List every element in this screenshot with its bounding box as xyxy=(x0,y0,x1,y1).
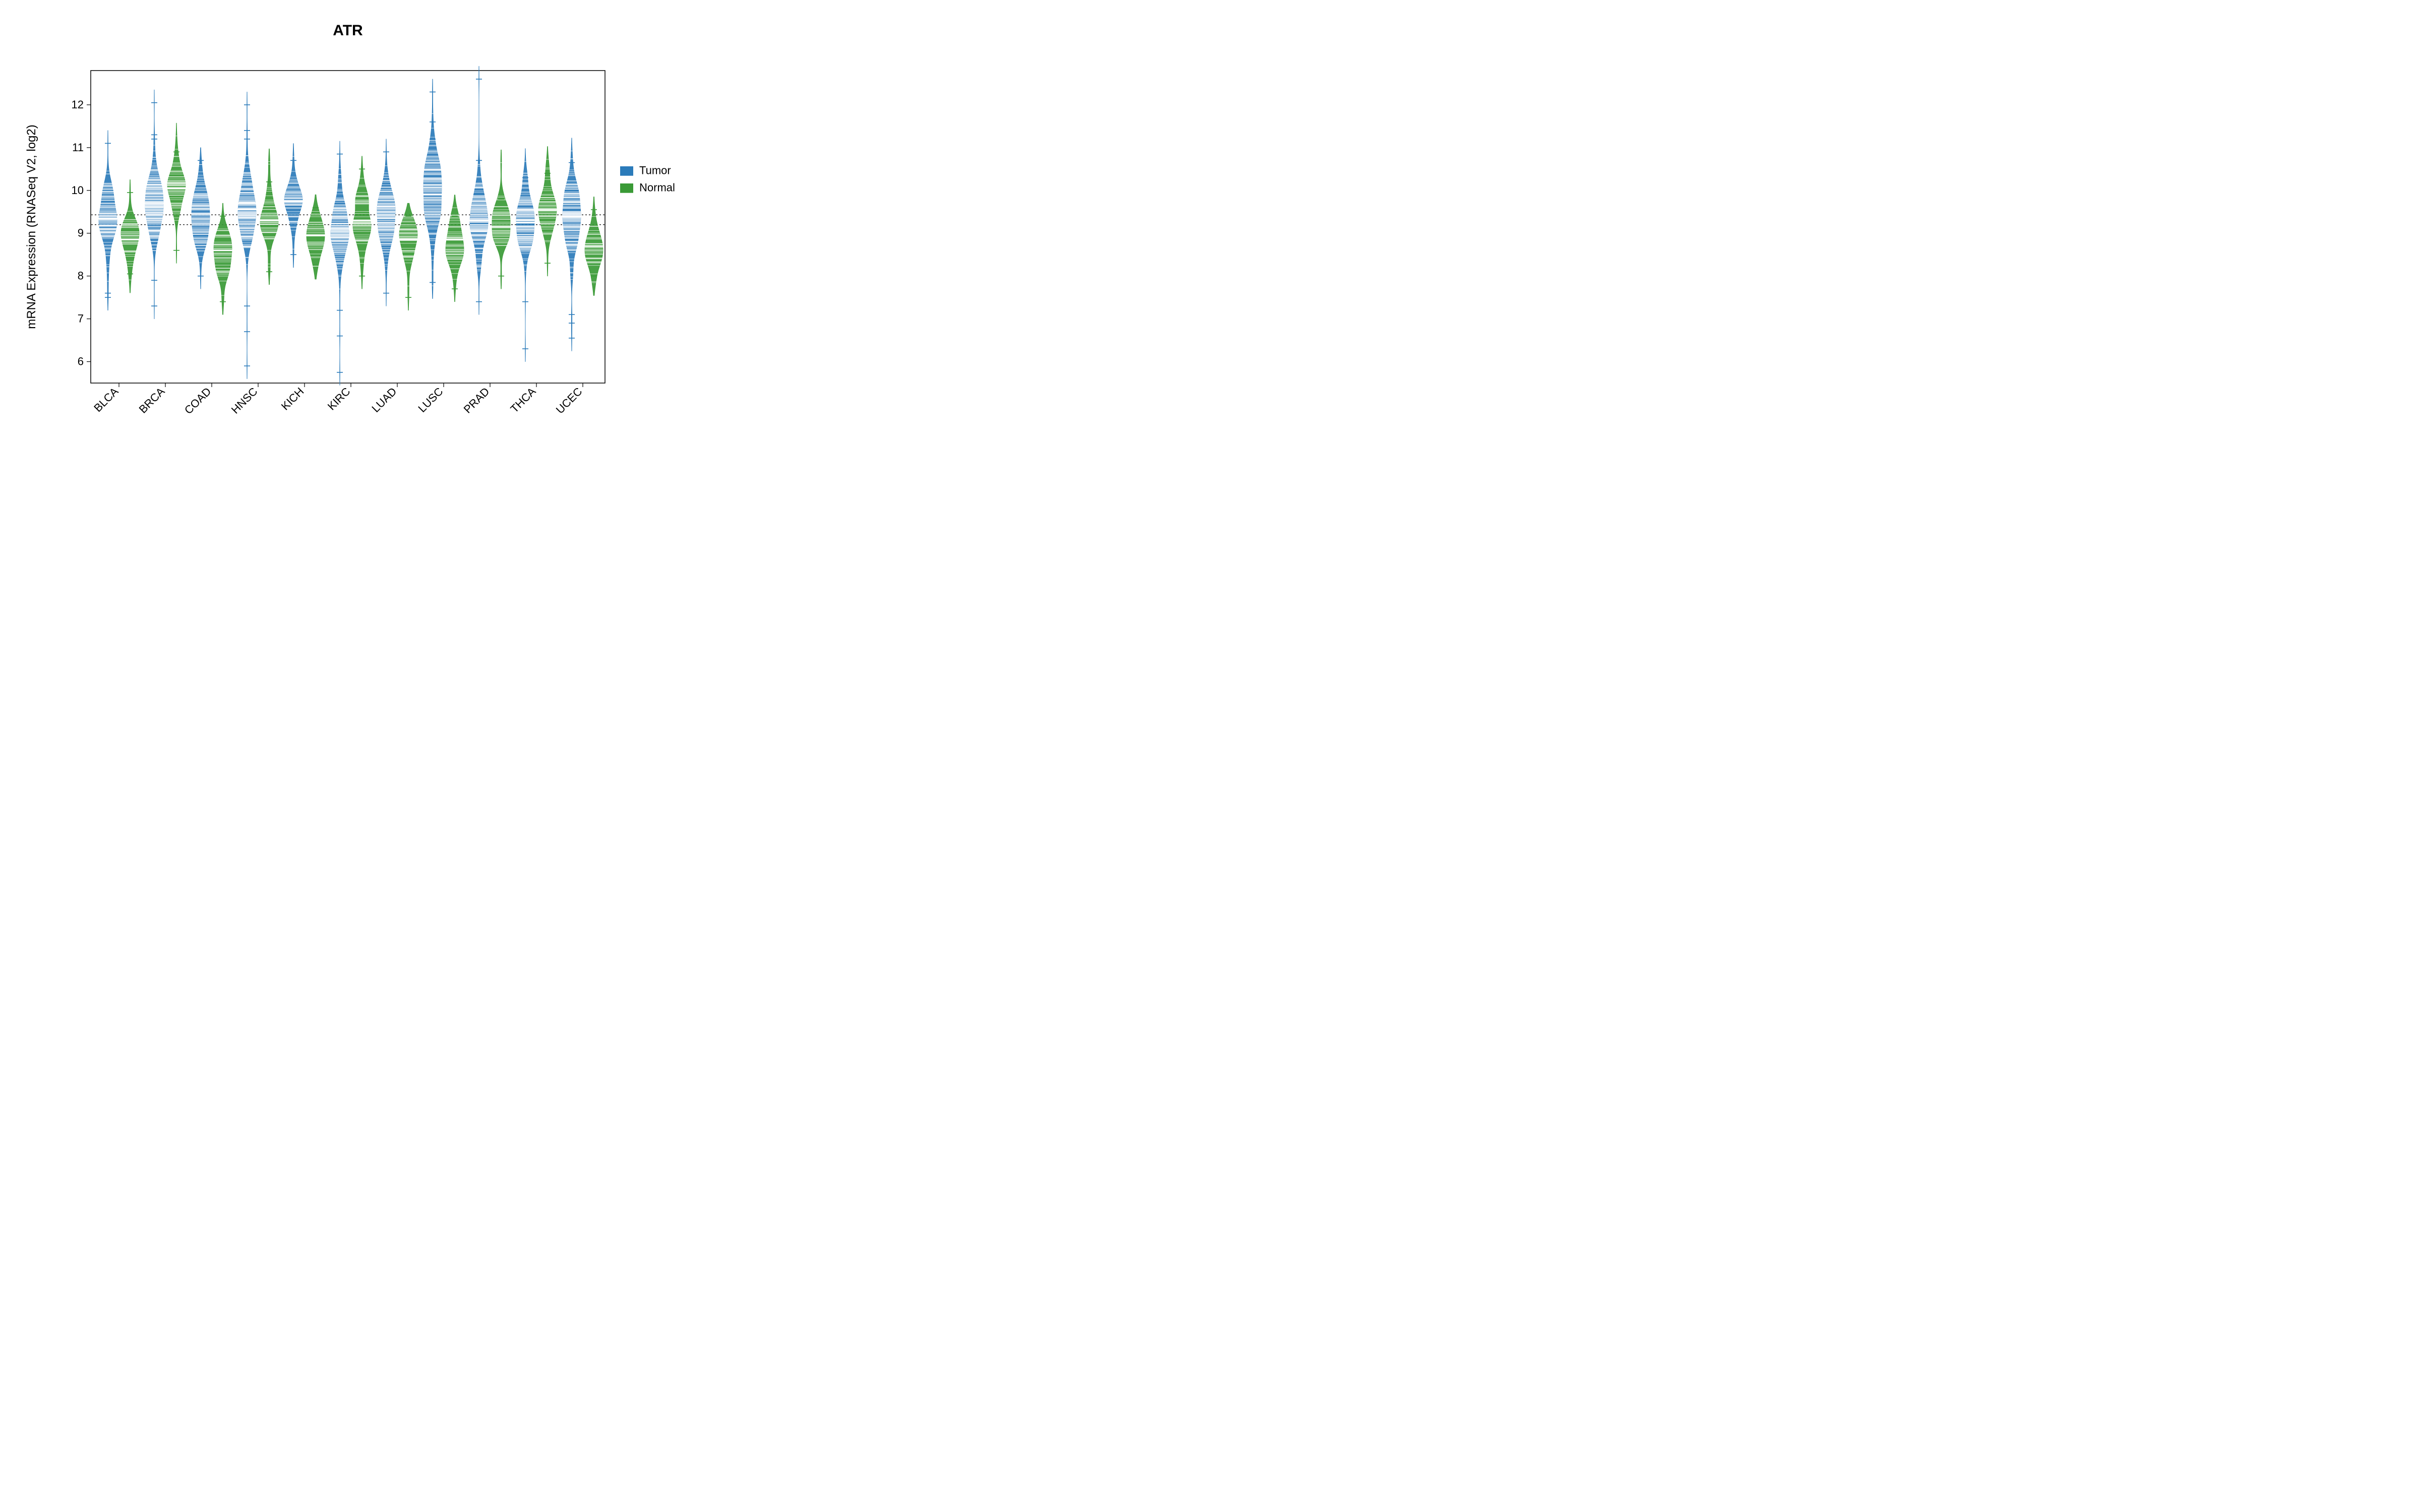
violin xyxy=(538,147,557,276)
legend-label: Normal xyxy=(639,181,675,194)
x-tick-label: BLCA xyxy=(91,385,121,415)
violin xyxy=(167,123,186,263)
legend: Tumor Normal xyxy=(620,164,675,194)
x-tick-label: HNSC xyxy=(229,385,260,416)
violin xyxy=(446,195,464,302)
beanplot-svg: ATR mRNA Expression (RNASeq V2, log2) 6 7… xyxy=(0,0,774,484)
violin xyxy=(516,149,534,362)
legend-swatch xyxy=(620,183,633,193)
y-tick-label: 11 xyxy=(72,141,84,154)
legend-label: Tumor xyxy=(639,164,671,177)
x-tick-label: UCEC xyxy=(554,385,585,416)
x-tick-label: COAD xyxy=(182,385,214,417)
x-tick-label: THCA xyxy=(508,385,538,415)
x-tick-label: PRAD xyxy=(461,385,492,416)
bean-plots xyxy=(98,67,603,386)
x-tick-label: LUAD xyxy=(369,385,399,415)
x-tick-label: KICH xyxy=(279,385,307,413)
y-tick-label: 6 xyxy=(78,355,84,368)
chart-container: ATR mRNA Expression (RNASeq V2, log2) 6 7… xyxy=(0,0,774,484)
violin xyxy=(470,67,488,315)
y-axis-label: mRNA Expression (RNASeq V2, log2) xyxy=(25,124,38,329)
x-axis: BLCA BRCA COAD HNSC KICH KIRC LUAD LUSC PRAD THCA… xyxy=(91,383,584,416)
y-tick-label: 8 xyxy=(78,270,84,282)
x-tick-label: LUSC xyxy=(415,385,445,415)
x-tick-label: KIRC xyxy=(325,385,353,413)
chart-title: ATR xyxy=(333,22,363,39)
violin xyxy=(399,203,417,310)
y-tick-label: 10 xyxy=(72,184,84,197)
y-tick-label: 7 xyxy=(78,312,84,325)
violin xyxy=(121,180,139,293)
violin xyxy=(424,79,442,298)
y-tick-label: 12 xyxy=(72,98,84,111)
y-axis: 6 7 8 9 10 11 12 xyxy=(72,98,91,368)
y-tick-label: 9 xyxy=(78,227,84,239)
x-tick-label: BRCA xyxy=(137,385,167,416)
legend-swatch xyxy=(620,166,633,176)
